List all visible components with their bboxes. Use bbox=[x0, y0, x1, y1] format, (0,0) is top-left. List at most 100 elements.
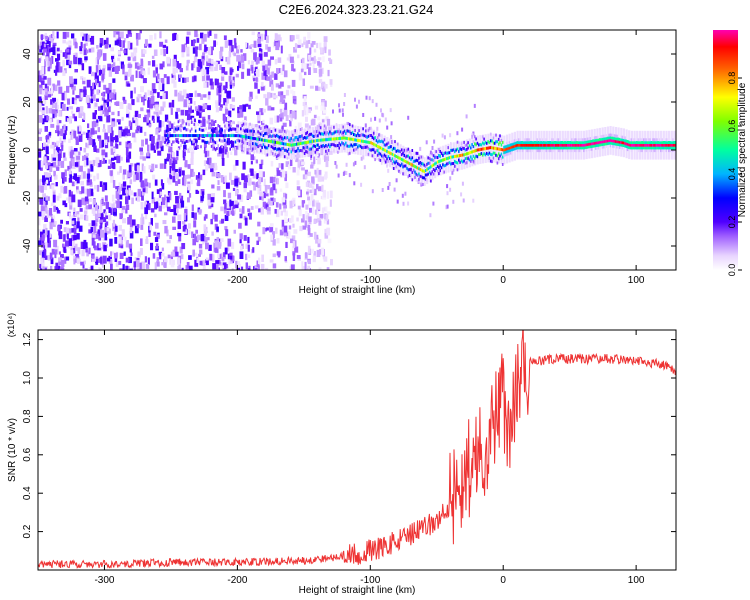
ridge-cell bbox=[262, 129, 265, 133]
ridge-cell bbox=[662, 149, 665, 153]
ridge-cell bbox=[180, 134, 182, 138]
noise-cell bbox=[229, 255, 233, 260]
noise-cell bbox=[82, 118, 85, 122]
ridge-cell bbox=[403, 148, 406, 152]
noise-cell bbox=[226, 138, 230, 146]
noise-cell bbox=[131, 132, 136, 138]
ridge-cell bbox=[257, 130, 259, 134]
ridge-cell bbox=[648, 146, 650, 150]
ridge-cell bbox=[668, 141, 670, 144]
ridge-cell bbox=[366, 140, 368, 144]
ridge-cell bbox=[446, 157, 448, 161]
ridge-cell bbox=[493, 141, 496, 145]
noise-cell bbox=[57, 160, 61, 166]
noise-cell bbox=[109, 101, 112, 108]
ridge-cell bbox=[387, 155, 390, 159]
noise-cell bbox=[96, 89, 100, 95]
ridge-cell bbox=[286, 143, 289, 146]
noise-cell bbox=[49, 184, 53, 189]
ridge-cell bbox=[404, 160, 407, 163]
ridge-cell bbox=[317, 148, 319, 151]
noise-cell bbox=[43, 156, 47, 164]
ridge-cell bbox=[452, 155, 455, 159]
ridge-cell bbox=[585, 137, 588, 141]
ridge-cell bbox=[652, 141, 654, 144]
ridge-cell bbox=[507, 144, 509, 148]
ridge-cell bbox=[230, 140, 233, 144]
ridge-cell bbox=[366, 135, 368, 139]
ridge-cell bbox=[662, 141, 665, 144]
ridge-cell bbox=[488, 151, 491, 155]
ridge-cell bbox=[279, 135, 282, 139]
ridge-cell bbox=[491, 160, 493, 164]
noise-cell bbox=[186, 117, 191, 126]
noise-cell bbox=[90, 86, 94, 91]
snr-y-ticks: 0.20.40.60.81.01.2 bbox=[22, 332, 676, 539]
ridge-cell bbox=[559, 141, 561, 144]
ridge-cell bbox=[172, 140, 174, 144]
noise-cell bbox=[79, 106, 84, 114]
ridge-cell bbox=[483, 142, 485, 146]
noise-cell bbox=[183, 151, 186, 157]
noise-cell bbox=[75, 243, 78, 251]
ridge-cell bbox=[625, 145, 628, 148]
noise-cell bbox=[197, 93, 201, 97]
ridge-cell bbox=[416, 166, 419, 170]
noise-cell bbox=[215, 130, 219, 135]
ridge-cell bbox=[361, 139, 363, 143]
noise-cell bbox=[207, 58, 212, 63]
noise-cell bbox=[64, 256, 67, 264]
noise-cell bbox=[343, 93, 346, 97]
ridge-cell bbox=[589, 145, 592, 149]
noise-cell bbox=[44, 115, 49, 123]
ridge-cell bbox=[464, 152, 467, 156]
ridge-cell bbox=[237, 124, 239, 128]
ridge-cell bbox=[277, 135, 279, 138]
ridge-cell bbox=[551, 143, 553, 147]
ridge-cell bbox=[283, 136, 286, 140]
ridge-cell bbox=[588, 140, 590, 143]
ridge-cell bbox=[208, 119, 210, 123]
noise-cell bbox=[164, 194, 167, 201]
ridge-cell bbox=[205, 134, 208, 138]
ridge-cell bbox=[637, 143, 640, 147]
ridge-cell bbox=[505, 142, 508, 146]
ridge-cell bbox=[645, 141, 647, 144]
noise-cell bbox=[82, 131, 86, 135]
ridge-cell bbox=[557, 146, 560, 150]
noise-cell bbox=[173, 207, 178, 216]
ridge-cell bbox=[653, 149, 655, 153]
ridge-cell bbox=[202, 128, 205, 132]
ridge-cell bbox=[186, 122, 189, 126]
noise-cell bbox=[112, 89, 116, 95]
noise-cell bbox=[431, 146, 434, 150]
ridge-cell bbox=[649, 138, 651, 142]
noise-cell bbox=[83, 260, 86, 265]
noise-cell bbox=[134, 225, 139, 234]
noise-cell bbox=[66, 85, 70, 93]
ridge-cell bbox=[509, 151, 512, 155]
ridge-cell bbox=[287, 143, 290, 147]
ridge-cell bbox=[505, 147, 508, 151]
ridge-cell bbox=[443, 170, 445, 174]
noise-cell bbox=[306, 219, 309, 228]
noise-cell bbox=[315, 237, 319, 244]
noise-cell bbox=[211, 231, 214, 236]
ridge-cell bbox=[525, 141, 528, 144]
noise-cell bbox=[191, 76, 195, 83]
noise-cell bbox=[290, 264, 295, 270]
noise-cell bbox=[326, 191, 329, 199]
noise-cell bbox=[311, 206, 315, 215]
ridge-cell bbox=[262, 134, 265, 137]
noise-cell bbox=[163, 256, 168, 263]
ridge-cell bbox=[224, 143, 226, 147]
noise-cell bbox=[390, 135, 393, 140]
noise-cell bbox=[330, 259, 333, 266]
ridge-cell bbox=[531, 141, 533, 144]
ridge-cell bbox=[649, 149, 651, 153]
noise-cell bbox=[225, 71, 228, 75]
noise-cell bbox=[72, 113, 76, 119]
noise-cell bbox=[91, 237, 95, 246]
ridge-cell bbox=[467, 157, 469, 161]
ridge-cell bbox=[347, 122, 350, 126]
